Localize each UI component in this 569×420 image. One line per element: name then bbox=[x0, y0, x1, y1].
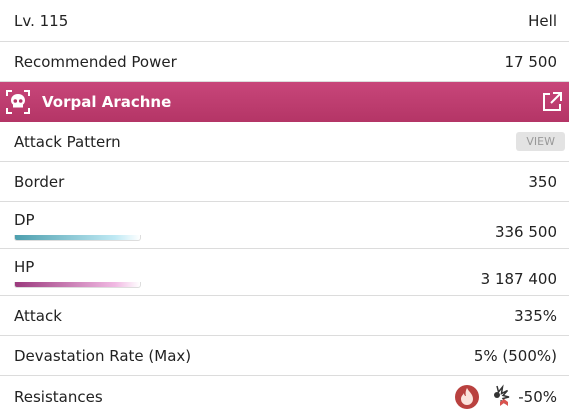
label: Border bbox=[14, 172, 65, 191]
fire-icon bbox=[455, 385, 480, 409]
info-row: Attack Pattern VIEW bbox=[0, 122, 569, 162]
info-row: Attack 335% bbox=[0, 296, 569, 336]
hp-gauge bbox=[14, 282, 141, 288]
label: Devastation Rate (Max) bbox=[14, 346, 192, 365]
value: 335% bbox=[514, 306, 557, 325]
label: Attack Pattern bbox=[14, 132, 121, 151]
value: 5% (500%) bbox=[473, 346, 557, 365]
info-row: Resistances -50% bbox=[0, 376, 569, 418]
value: 3 187 400 bbox=[480, 270, 557, 288]
value: -50% bbox=[518, 388, 557, 406]
value: 350 bbox=[528, 172, 557, 191]
info-row: Border 350 bbox=[0, 162, 569, 202]
info-row: Devastation Rate (Max) 5% (500%) bbox=[0, 336, 569, 376]
info-row: Recommended Power 17 500 bbox=[0, 42, 569, 82]
label: HP bbox=[14, 258, 35, 276]
skull-icon bbox=[6, 90, 30, 114]
boss-header: Vorpal Arachne bbox=[0, 82, 569, 122]
external-link[interactable] bbox=[541, 91, 563, 113]
boss-name: Vorpal Arachne bbox=[42, 93, 172, 111]
info-row: Lv. 115 Hell bbox=[0, 0, 569, 42]
level: Lv. 115 bbox=[14, 11, 69, 30]
dp-gauge bbox=[14, 235, 141, 241]
label: DP bbox=[14, 211, 35, 229]
difficulty: Hell bbox=[528, 11, 557, 30]
label: Resistances bbox=[14, 388, 103, 406]
label: Attack bbox=[14, 306, 62, 325]
label: Recommended Power bbox=[14, 52, 177, 71]
light-icon bbox=[494, 384, 510, 406]
resistances: -50% bbox=[454, 384, 557, 410]
info-row: DP 336 500 bbox=[0, 202, 569, 249]
value: 336 500 bbox=[494, 223, 557, 241]
value: 17 500 bbox=[504, 52, 558, 71]
view-button[interactable]: VIEW bbox=[516, 132, 565, 151]
info-row: HP 3 187 400 bbox=[0, 249, 569, 296]
